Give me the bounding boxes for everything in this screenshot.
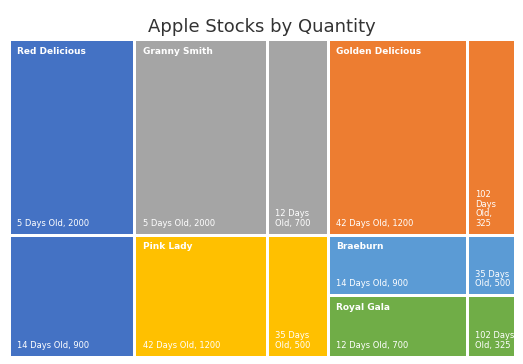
Bar (269, 237, 327, 356)
Bar (330, 237, 466, 294)
Text: Pink Lady: Pink Lady (143, 242, 192, 252)
Bar (269, 41, 327, 234)
Text: Braeburn: Braeburn (336, 242, 383, 252)
Bar (137, 237, 266, 356)
Text: Royal Gala: Royal Gala (336, 302, 390, 312)
Text: 12 Days
Old, 700: 12 Days Old, 700 (275, 209, 311, 228)
Bar (469, 297, 514, 356)
Text: 14 Days Old, 900: 14 Days Old, 900 (336, 279, 408, 288)
Bar (330, 297, 466, 356)
Text: Red Delicious: Red Delicious (17, 47, 86, 56)
Text: Apple Stocks by Quantity: Apple Stocks by Quantity (147, 18, 376, 36)
Bar (11, 41, 133, 234)
Bar (469, 237, 514, 294)
Text: 35 Days
Old, 500: 35 Days Old, 500 (275, 331, 311, 350)
Bar (137, 41, 266, 234)
Bar (11, 237, 133, 356)
Bar (469, 41, 514, 234)
Text: 102
Days
Old,
325: 102 Days Old, 325 (475, 190, 496, 228)
Text: 14 Days Old, 900: 14 Days Old, 900 (17, 341, 89, 350)
Text: 35 Days
Old, 500: 35 Days Old, 500 (475, 270, 510, 288)
Text: 5 Days Old, 2000: 5 Days Old, 2000 (17, 219, 89, 228)
Text: Golden Delicious: Golden Delicious (336, 47, 421, 56)
Text: 12 Days Old, 700: 12 Days Old, 700 (336, 341, 408, 350)
Text: 5 Days Old, 2000: 5 Days Old, 2000 (143, 219, 214, 228)
Text: Granny Smith: Granny Smith (143, 47, 212, 56)
Text: 42 Days Old, 1200: 42 Days Old, 1200 (143, 341, 220, 350)
Text: 102 Days
Old, 325: 102 Days Old, 325 (475, 331, 515, 350)
Text: 42 Days Old, 1200: 42 Days Old, 1200 (336, 219, 413, 228)
Bar (330, 41, 466, 234)
